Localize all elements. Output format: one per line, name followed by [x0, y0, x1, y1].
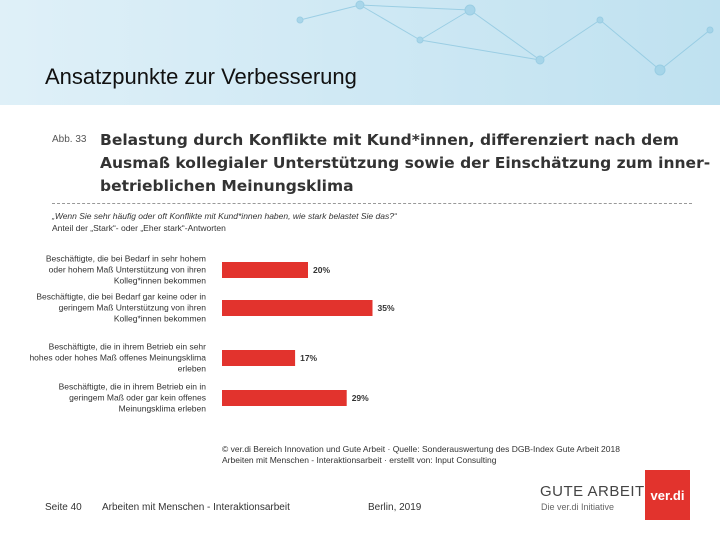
chart-subtitle: „Wenn Sie sehr häufig oder oft Konflikte…: [52, 211, 397, 221]
logo-text: GUTE ARBEIT: [540, 483, 645, 500]
footer-date: Berlin, 2019: [368, 502, 422, 513]
header-background: [0, 0, 720, 105]
value-label: 29%: [352, 393, 369, 403]
value-label: 35%: [378, 303, 395, 313]
value-label: 17%: [300, 353, 317, 363]
source: Arbeiten mit Menschen - Interaktionsarbe…: [222, 455, 497, 465]
figure-label: Abb. 33: [52, 134, 87, 145]
logo-subtext: Die ver.di Initiative: [541, 502, 615, 512]
category-label: Beschäftigte, die in ihrem Betrieb ein s…: [29, 341, 206, 374]
source: © ver.di Bereich Innovation und Gute Arb…: [222, 444, 620, 454]
chart-title: Belastung durch Konflikte mit Kund*innen…: [100, 131, 679, 149]
verdi-logo: ver.di: [645, 470, 690, 520]
bar: [222, 300, 373, 316]
category-label: Beschäftigte, die bei Bedarf in sehr hoh…: [45, 253, 206, 286]
footer-topic: Arbeiten mit Menschen - Interaktionsarbe…: [102, 502, 290, 513]
category-label: Beschäftigte, die bei Bedarf gar keine o…: [36, 291, 206, 324]
bar: [222, 350, 296, 366]
value-label: 20%: [313, 265, 330, 275]
page-number: Seite 40: [45, 502, 82, 513]
divider: [52, 203, 692, 204]
chart-subtitle: Anteil der „Stark“- oder „Eher stark“-An…: [52, 223, 226, 233]
category-label: Beschäftigte, die in ihrem Betrieb ein i…: [58, 381, 206, 414]
chart-title: Ausmaß kollegialer Unterstützung sowie d…: [100, 154, 711, 172]
bar: [222, 262, 308, 278]
bar: [222, 390, 347, 406]
slide-title: Ansatzpunkte zur Verbesserung: [45, 64, 357, 89]
chart-title: betrieblichen Meinungsklima: [100, 177, 354, 195]
